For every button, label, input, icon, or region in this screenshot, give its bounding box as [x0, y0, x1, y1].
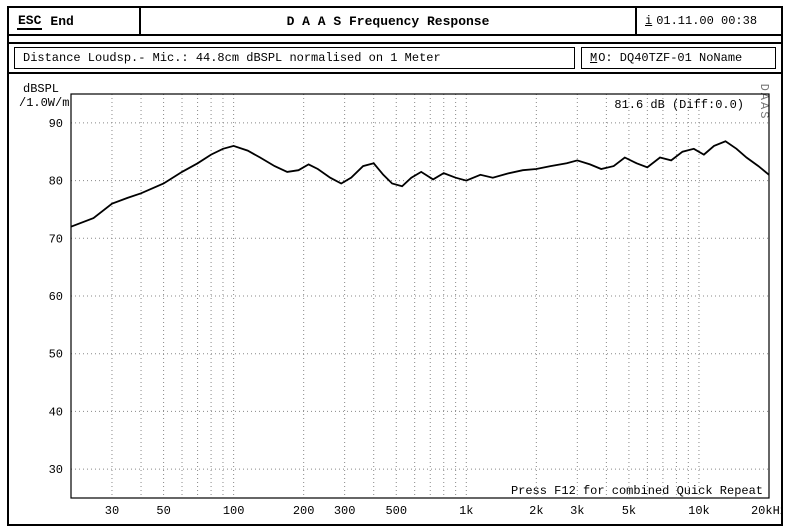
- chart-area: 30 40 50 60 70 80 90 30 50 100 200 300 500 1k 2k 3k 5k 10…: [9, 78, 781, 524]
- svg-text:70: 70: [49, 232, 63, 246]
- svg-text:10k: 10k: [688, 504, 710, 518]
- svg-text:50: 50: [49, 348, 63, 362]
- esc-action-label: End: [50, 14, 73, 29]
- info-icon: i: [645, 14, 652, 28]
- svg-text:60: 60: [49, 290, 63, 304]
- svg-text:300: 300: [334, 504, 356, 518]
- svg-text:80: 80: [49, 175, 63, 189]
- title-bar: ESC End D A A S Frequency Response i 01.…: [9, 8, 781, 36]
- svg-text:20kHz: 20kHz: [751, 504, 781, 518]
- frequency-response-chart: 30 40 50 60 70 80 90 30 50 100 200 300 500 1k 2k 3k 5k 10…: [9, 78, 781, 524]
- measurement-info: Distance Loudsp.- Mic.: 44.8cm dBSPL nor…: [14, 47, 575, 69]
- timestamp-text: 01.11.00 00:38: [656, 14, 757, 28]
- info-bar: Distance Loudsp.- Mic.: 44.8cm dBSPL nor…: [9, 44, 781, 74]
- svg-text:DAAS: DAAS: [757, 84, 771, 121]
- window-title: D A A S Frequency Response: [141, 8, 637, 34]
- svg-text:1k: 1k: [459, 504, 473, 518]
- svg-text:100: 100: [223, 504, 245, 518]
- svg-text:50: 50: [156, 504, 170, 518]
- svg-text:81.6 dB (Diff:0.0): 81.6 dB (Diff:0.0): [614, 98, 744, 112]
- esc-end-button[interactable]: ESC End: [9, 8, 141, 34]
- svg-text:90: 90: [49, 117, 63, 131]
- svg-text:2k: 2k: [529, 504, 543, 518]
- svg-text:40: 40: [49, 405, 63, 419]
- svg-text:dBSPL: dBSPL: [23, 82, 59, 96]
- svg-text:5k: 5k: [622, 504, 636, 518]
- esc-key-label: ESC: [17, 13, 42, 30]
- svg-text:/1.0W/m: /1.0W/m: [19, 96, 69, 110]
- svg-text:30: 30: [105, 504, 119, 518]
- svg-text:3k: 3k: [570, 504, 584, 518]
- timestamp-box: i 01.11.00 00:38: [637, 8, 781, 34]
- svg-text:Press F12 for combined Quick R: Press F12 for combined Quick Repeat: [511, 484, 763, 498]
- svg-text:200: 200: [293, 504, 315, 518]
- svg-text:500: 500: [385, 504, 407, 518]
- app-window: ESC End D A A S Frequency Response i 01.…: [7, 6, 783, 526]
- svg-text:30: 30: [49, 463, 63, 477]
- file-info: MO: DQ40TZF-01 NoName: [581, 47, 776, 69]
- separator-row: [9, 36, 781, 44]
